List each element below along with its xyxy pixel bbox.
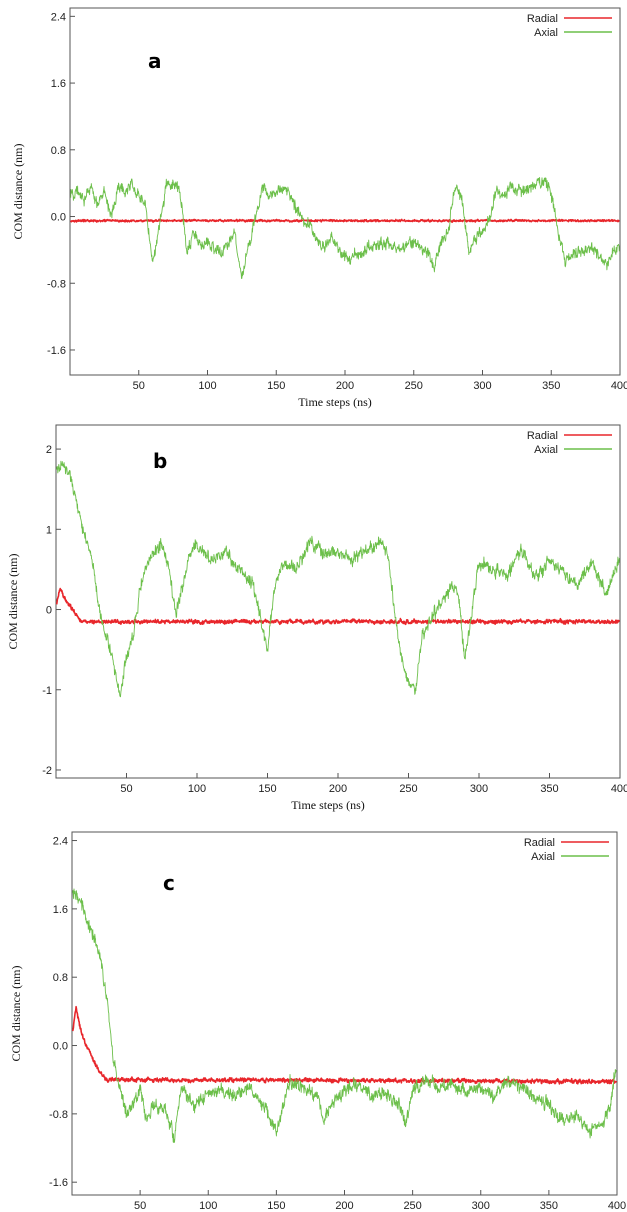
x-tick-label: 200 — [335, 1200, 353, 1212]
y-tick-label: -1.6 — [47, 345, 66, 357]
y-tick-label: 1 — [46, 524, 52, 536]
x-tick-label: 350 — [540, 1200, 558, 1212]
x-tick-label: 400 — [608, 1200, 626, 1212]
x-tick-label: 200 — [329, 783, 347, 795]
x-tick-label: 350 — [542, 380, 560, 392]
legend: Radial Axial — [524, 837, 609, 863]
y-tick-label: -0.8 — [47, 278, 66, 290]
y-tick-label: 0 — [46, 605, 52, 617]
series-line-radial — [69, 218, 620, 223]
x-tick-label: 150 — [267, 380, 285, 392]
chart-panel-c: 50 100 150 200 250 300 350 400 2.4 1.6 0.8 0.0 -0.8 -… — [9, 831, 626, 1212]
y-tick-label: 2.4 — [51, 11, 66, 23]
x-axis-label: Time steps (ns) — [298, 395, 372, 409]
series-line-radial — [71, 1005, 618, 1085]
legend-label-axial: Axial — [534, 27, 558, 39]
x-axis-label: Time steps (ns) — [291, 798, 365, 812]
panel-label: a — [148, 49, 162, 73]
series-line-axial — [56, 460, 620, 698]
y-tick-label: 1.6 — [51, 78, 66, 90]
x-tick-label: 350 — [540, 783, 558, 795]
x-tick-label: 250 — [405, 380, 423, 392]
y-tick-label: 2.4 — [53, 836, 68, 848]
y-tick-label: 0.8 — [51, 145, 66, 157]
legend-label-axial: Axial — [531, 851, 555, 863]
x-tick-label: 300 — [470, 783, 488, 795]
legend-label-radial: Radial — [527, 430, 558, 442]
series-line-axial — [72, 888, 617, 1143]
x-tick-label: 50 — [133, 380, 145, 392]
y-tick-label: 1.6 — [53, 904, 68, 916]
x-tick-label: 250 — [403, 1200, 421, 1212]
y-tick-label: 0.0 — [51, 212, 66, 224]
x-tick-label: 50 — [134, 1200, 146, 1212]
legend-label-radial: Radial — [524, 837, 555, 849]
x-tick-label: 100 — [188, 783, 206, 795]
x-tick-label: 200 — [336, 380, 354, 392]
panel-label: b — [153, 449, 167, 473]
y-axis-label: COM distance (nm) — [6, 554, 20, 650]
series-line-axial — [70, 176, 620, 279]
y-tick-label: -1.6 — [49, 1177, 68, 1189]
x-tick-label: 100 — [199, 1200, 217, 1212]
x-tick-label: 150 — [258, 783, 276, 795]
legend-label-radial: Radial — [527, 13, 558, 25]
x-tick-label: 300 — [472, 1200, 490, 1212]
y-axis-label: COM distance (nm) — [11, 144, 25, 240]
x-tick-label: 150 — [267, 1200, 285, 1212]
plot-frame — [55, 424, 621, 779]
y-tick-label: -1 — [42, 685, 52, 697]
x-tick-label: 300 — [473, 380, 491, 392]
x-tick-label: 400 — [611, 783, 627, 795]
x-tick-label: 100 — [198, 380, 216, 392]
y-tick-label: 2 — [46, 444, 52, 456]
x-tick-label: 50 — [120, 783, 132, 795]
plot-frame — [71, 831, 618, 1196]
legend: Radial Axial — [527, 430, 612, 456]
y-axis-label: COM distance (nm) — [9, 966, 23, 1062]
y-tick-label: -2 — [42, 765, 52, 777]
legend-label-axial: Axial — [534, 444, 558, 456]
y-tick-label: 0.0 — [53, 1041, 68, 1053]
chart-panel-a: 50 100 150 200 250 300 350 400 2.4 1.6 0.8 0.0 -0.8 -… — [11, 7, 627, 409]
chart-panel-b: 50 100 150 200 250 300 350 400 2 1 0 -1 -2 Time steps… — [6, 424, 627, 812]
panel-label: c — [163, 871, 175, 895]
y-tick-label: -0.8 — [49, 1109, 68, 1121]
x-tick-label: 250 — [399, 783, 417, 795]
series-line-radial — [55, 587, 620, 626]
legend: Radial Axial — [527, 13, 612, 39]
x-tick-label: 400 — [611, 380, 627, 392]
y-tick-label: 0.8 — [53, 972, 68, 984]
